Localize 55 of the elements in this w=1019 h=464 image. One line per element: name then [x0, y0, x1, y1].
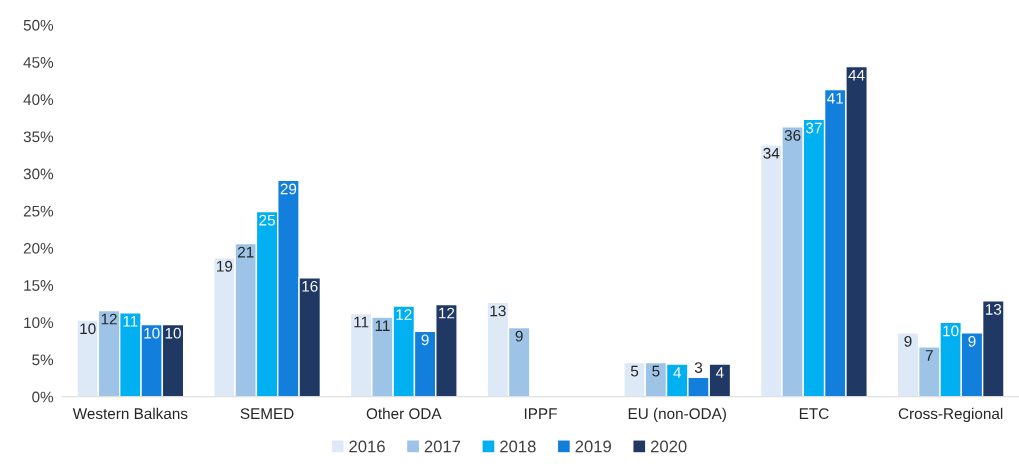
data-label: 34: [763, 147, 780, 159]
data-label: 19: [217, 260, 233, 272]
data-label: 10: [165, 327, 181, 339]
data-label: 11: [375, 320, 390, 332]
data-label: 5: [630, 365, 639, 377]
data-label: 44: [848, 69, 865, 81]
legend-label: 2017: [424, 440, 461, 453]
y-tick-label: 0%: [32, 391, 54, 403]
data-label: 11: [123, 316, 138, 327]
x-tick-label: Cross-Regional: [898, 407, 1003, 423]
data-label: 21: [238, 246, 254, 258]
y-tick-label: 45%: [23, 57, 54, 68]
y-tick-label: 20%: [23, 242, 54, 254]
data-label: 12: [101, 313, 117, 325]
y-tick-label: 15%: [24, 280, 54, 291]
x-tick-label: Other ODA: [366, 407, 442, 420]
data-label: 37: [806, 122, 822, 134]
data-label: 3: [694, 362, 703, 373]
legend-label: 2016: [349, 440, 385, 453]
data-label: 29: [280, 183, 297, 195]
y-tick-label: 5%: [32, 354, 54, 366]
data-label: 12: [439, 307, 455, 319]
data-label: 10: [80, 323, 96, 335]
y-tick-label: 35%: [23, 131, 54, 143]
data-label: 25: [259, 214, 275, 226]
legend-label: 2020: [650, 440, 687, 453]
x-tick-label: Western Balkans: [72, 407, 188, 420]
data-label: 13: [985, 303, 1002, 315]
y-tick-label: 25%: [23, 205, 54, 217]
data-label: 12: [396, 309, 412, 320]
y-tick-label: 50%: [23, 19, 54, 31]
data-label: 4: [673, 367, 682, 378]
data-label: 16: [302, 280, 318, 292]
data-label: 7: [925, 350, 933, 361]
data-label: 5: [652, 365, 660, 377]
data-label: 9: [515, 330, 523, 342]
data-label: 36: [784, 130, 801, 141]
data-label: 9: [421, 334, 429, 346]
x-tick-label: EU (non-ODA): [628, 407, 726, 423]
x-tick-label: SEMED: [240, 408, 294, 420]
data-label: 41: [827, 93, 844, 104]
data-label: 4: [715, 367, 724, 378]
x-tick-label: ETC: [799, 408, 829, 420]
legend-label: 2018: [500, 440, 536, 453]
data-label: 13: [490, 305, 506, 317]
data-label: 9: [904, 335, 912, 347]
y-tick-label: 30%: [23, 168, 54, 180]
data-label: 11: [354, 316, 369, 328]
y-tick-label: 40%: [23, 94, 54, 106]
legend-label: 2019: [575, 440, 611, 453]
y-tick-label: 10%: [24, 317, 54, 329]
data-label: 10: [943, 325, 959, 337]
data-label: 9: [968, 335, 976, 347]
data-label: 10: [144, 327, 160, 339]
x-tick-label: IPPF: [524, 408, 557, 419]
